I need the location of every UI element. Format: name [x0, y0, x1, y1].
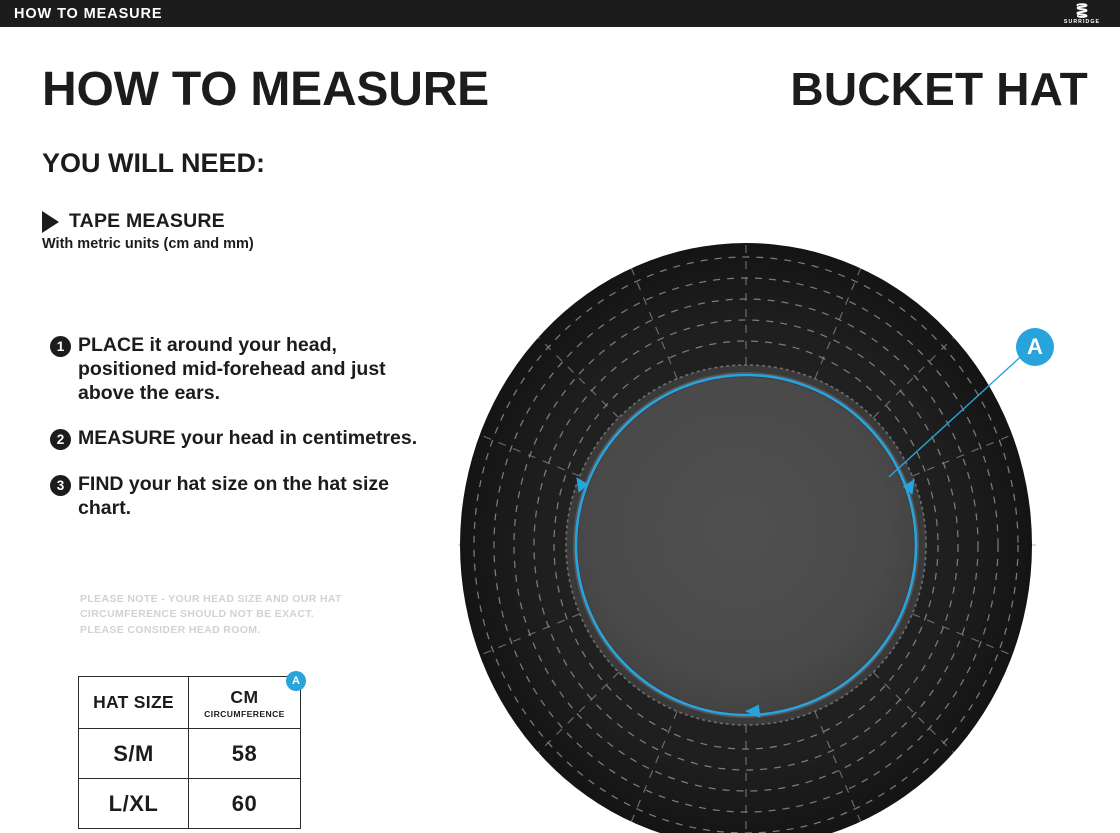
step-text: MEASURE your head in centimetres. — [78, 427, 418, 450]
need-item-subtitle: With metric units (cm and mm) — [42, 236, 254, 252]
circumference-arc-arrows — [576, 477, 915, 718]
please-note-text: PLEASE NOTE - YOUR HEAD SIZE AND OUR HAT… — [80, 593, 342, 636]
hat-crown — [578, 377, 914, 713]
step-item: 1 PLACE it around your head, positioned … — [50, 334, 430, 405]
step-item: 3 FIND your hat size on the hat size cha… — [50, 473, 430, 521]
surridge-s-monogram-icon — [1076, 3, 1088, 18]
header-cm-main: CM — [230, 686, 259, 707]
header-hat-size: HAT SIZE — [78, 676, 189, 729]
cell-hat-size: L/XL — [78, 778, 189, 829]
step-number-badge: 1 — [50, 336, 71, 357]
page-title: HOW TO MEASURE — [42, 63, 489, 116]
step-number-badge: 3 — [50, 475, 71, 497]
instruction-steps: 1 PLACE it around your head, positioned … — [50, 334, 430, 543]
header-cm-wrap: CM CIRCUMFERENCE A — [189, 670, 306, 719]
top-bar-title: HOW TO MEASURE — [14, 6, 163, 22]
you-will-need-heading: YOU WILL NEED: — [42, 148, 266, 178]
cell-cm: 60 — [188, 778, 301, 829]
brand-name: SURRIDGE — [1063, 19, 1101, 25]
header-cm-sub: CIRCUMFERENCE — [204, 708, 285, 719]
header-cm-circumference: CM CIRCUMFERENCE A — [188, 670, 306, 729]
callout-badge-a-icon: A — [1016, 328, 1054, 366]
product-title: BUCKET HAT — [790, 63, 1088, 115]
table-row: L/XL 60 — [78, 778, 301, 829]
step-item: 2 MEASURE your head in centimetres. — [50, 427, 430, 451]
cell-cm: 58 — [188, 728, 301, 779]
crown-inner-edge — [573, 372, 919, 718]
triangle-right-icon — [42, 210, 59, 233]
table-header-row: HAT SIZE CM CIRCUMFERENCE A — [78, 670, 306, 729]
brand-logo: SURRIDGE — [1054, 2, 1110, 26]
brim-radial-seams — [468, 245, 1024, 833]
need-item-title: TAPE MEASURE — [69, 210, 225, 232]
hat-size-chart: HAT SIZE CM CIRCUMFERENCE A S/M 58 L/XL … — [78, 670, 306, 829]
step-number-badge: 2 — [50, 429, 71, 451]
step-text: PLACE it around your head, positioned mi… — [78, 334, 386, 404]
crown-outer-stitch — [565, 364, 927, 726]
top-bar: HOW TO MEASURE SURRIDGE — [0, 0, 1120, 27]
you-will-need-block: TAPE MEASURE With metric units (cm and m… — [42, 210, 442, 252]
callout-leader-line — [888, 349, 1029, 478]
callout-badge-a-icon: A — [286, 670, 306, 691]
bucket-hat-top-view-diagram — [458, 243, 1036, 833]
circumference-arc — [574, 373, 918, 717]
need-item: TAPE MEASURE — [42, 210, 442, 233]
step-text: FIND your hat size on the hat size chart… — [78, 473, 389, 519]
cell-hat-size: S/M — [78, 728, 189, 779]
table-row: S/M 58 — [78, 728, 301, 779]
